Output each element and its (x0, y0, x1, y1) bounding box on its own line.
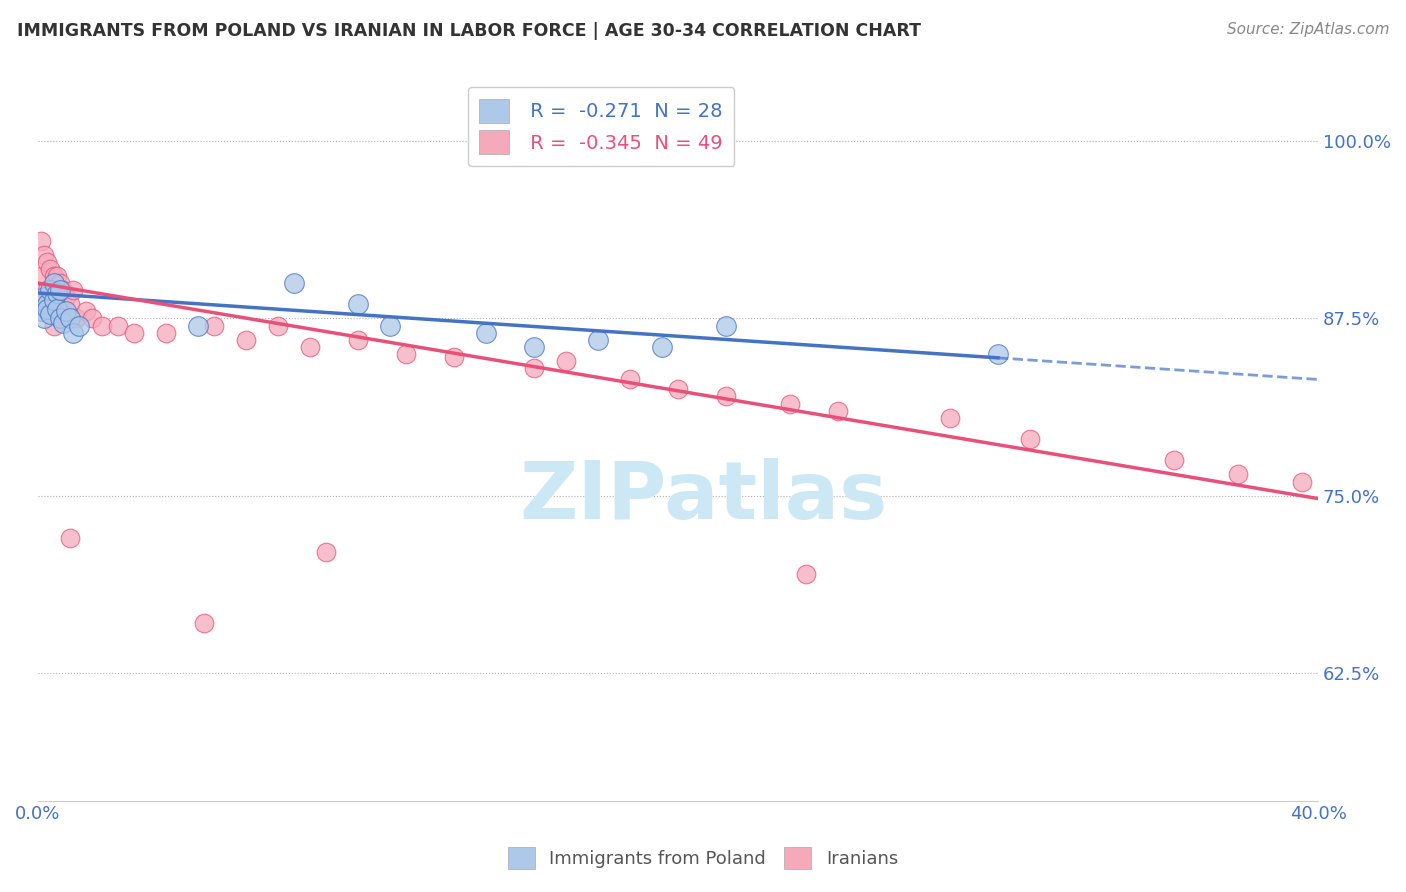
Point (298, 340, 321, 354)
Point (987, 347, 1010, 361)
Point (586, 333, 609, 347)
Point (30, 234, 52, 248)
Point (49, 283, 72, 297)
Point (651, 340, 673, 354)
Point (267, 318, 290, 333)
Point (32, 290, 55, 304)
Text: ZIPatlas: ZIPatlas (519, 458, 887, 536)
Point (32, 248, 55, 262)
Point (939, 410, 962, 425)
Point (45, 268, 67, 283)
Point (49, 276, 72, 290)
Text: Source: ZipAtlas.com: Source: ZipAtlas.com (1226, 22, 1389, 37)
Point (283, 276, 305, 290)
Point (37, 283, 59, 297)
Point (155, 326, 177, 340)
Point (523, 340, 546, 354)
Point (39, 297, 62, 311)
Point (59, 311, 82, 326)
Point (122, 326, 145, 340)
Point (346, 333, 368, 347)
Point (32, 311, 55, 326)
Point (202, 318, 225, 333)
Point (59, 297, 82, 311)
Point (1163, 453, 1185, 467)
Point (42, 293, 65, 307)
Point (67, 318, 90, 333)
Point (82, 311, 104, 326)
Point (779, 396, 801, 410)
Point (37, 301, 59, 316)
Point (30, 268, 52, 283)
Point (55, 290, 77, 304)
Text: IMMIGRANTS FROM POLAND VS IRANIAN IN LABOR FORCE | AGE 30-34 CORRELATION CHART: IMMIGRANTS FROM POLAND VS IRANIAN IN LAB… (17, 22, 921, 40)
Point (49, 311, 72, 326)
Point (42, 304, 65, 318)
Point (193, 616, 215, 631)
Point (714, 389, 737, 403)
Point (1291, 475, 1313, 489)
Point (794, 566, 817, 581)
Legend: Immigrants from Poland, Iranians: Immigrants from Poland, Iranians (499, 838, 907, 879)
Point (62, 283, 84, 297)
Point (49, 311, 72, 326)
Point (37, 254, 59, 268)
Point (42, 276, 65, 290)
Point (475, 326, 498, 340)
Point (346, 297, 368, 311)
Point (827, 403, 849, 417)
Point (55, 304, 77, 318)
Point (235, 333, 257, 347)
Point (52, 283, 75, 297)
Point (45, 285, 67, 300)
Point (714, 318, 737, 333)
Point (39, 261, 62, 276)
Point (32, 290, 55, 304)
Point (1227, 467, 1250, 482)
Point (619, 372, 641, 386)
Point (90, 318, 112, 333)
Point (443, 350, 465, 364)
Point (107, 318, 129, 333)
Point (59, 531, 82, 545)
Point (45, 301, 67, 316)
Point (187, 318, 209, 333)
Legend:  R =  -0.271  N = 28,  R =  -0.345  N = 49: R = -0.271 N = 28, R = -0.345 N = 49 (468, 87, 734, 166)
Point (45, 307, 67, 321)
Point (315, 545, 337, 559)
Point (666, 383, 689, 397)
Point (37, 297, 59, 311)
Point (1019, 432, 1042, 446)
Point (395, 347, 418, 361)
Point (39, 307, 62, 321)
Point (39, 283, 62, 297)
Point (52, 316, 75, 330)
Point (75, 304, 97, 318)
Point (30, 304, 52, 318)
Point (42, 318, 65, 333)
Point (523, 361, 546, 376)
Point (378, 318, 401, 333)
Point (554, 354, 576, 368)
Point (62, 326, 84, 340)
Point (65, 311, 87, 326)
Point (42, 268, 65, 283)
